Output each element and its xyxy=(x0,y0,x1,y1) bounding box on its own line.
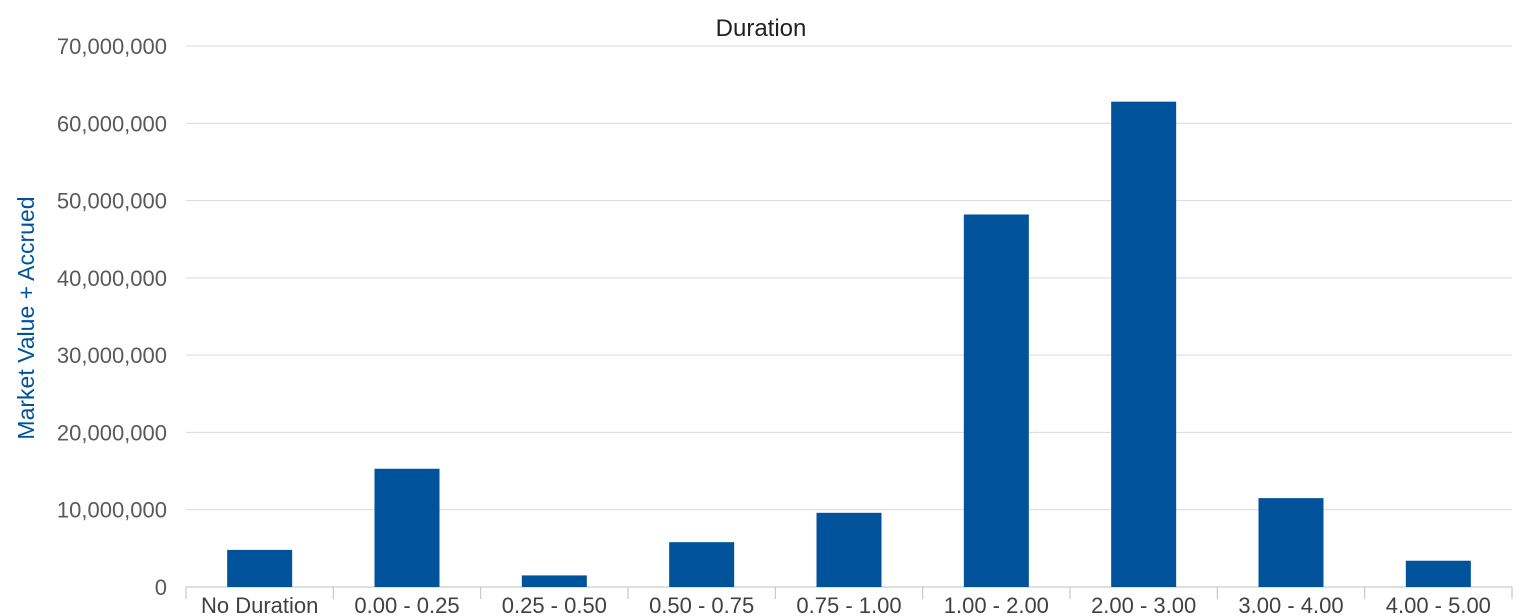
bars xyxy=(227,101,1471,588)
bar xyxy=(1111,101,1177,587)
x-axis-ticks: No Duration 0.00 - 0.25 0.25 - 0.50 0.50 - … xyxy=(185,587,1513,616)
x-tick-label: 0.00 - 0.25 xyxy=(354,593,459,616)
bar xyxy=(374,468,440,587)
x-tick-label: 0.75 - 1.00 xyxy=(796,593,901,616)
bar xyxy=(1405,560,1471,587)
x-tick-label: No Duration xyxy=(201,593,318,616)
bar xyxy=(963,214,1029,588)
bar xyxy=(227,549,293,587)
y-axis-label: Market Value + Accrued xyxy=(13,196,39,439)
y-tick-label: 0 xyxy=(155,575,167,600)
y-tick-label: 20,000,000 xyxy=(57,420,167,445)
y-tick-label: 40,000,000 xyxy=(57,266,167,291)
y-tick-label: 50,000,000 xyxy=(57,189,167,214)
gridlines xyxy=(186,45,1512,588)
bar xyxy=(1258,498,1324,587)
x-tick-label: 2.00 - 3.00 xyxy=(1091,593,1196,616)
y-tick-label: 30,000,000 xyxy=(57,343,167,368)
x-tick-label: 4.00 - 5.00 xyxy=(1386,593,1491,616)
bar xyxy=(521,575,587,587)
y-axis-ticks: 0 10,000,000 20,000,000 30,000,000 40,000,00… xyxy=(57,34,167,600)
x-tick-label: 0.25 - 0.50 xyxy=(502,593,607,616)
chart-title: Duration xyxy=(716,15,807,42)
x-tick-label: 1.00 - 2.00 xyxy=(944,593,1049,616)
y-tick-label: 60,000,000 xyxy=(57,111,167,136)
x-tick-label: 3.00 - 4.00 xyxy=(1238,593,1343,616)
bar xyxy=(816,512,882,587)
y-tick-label: 10,000,000 xyxy=(57,498,167,523)
y-tick-label: 70,000,000 xyxy=(57,34,167,59)
x-tick-label: 0.50 - 0.75 xyxy=(649,593,754,616)
bar xyxy=(669,542,735,587)
